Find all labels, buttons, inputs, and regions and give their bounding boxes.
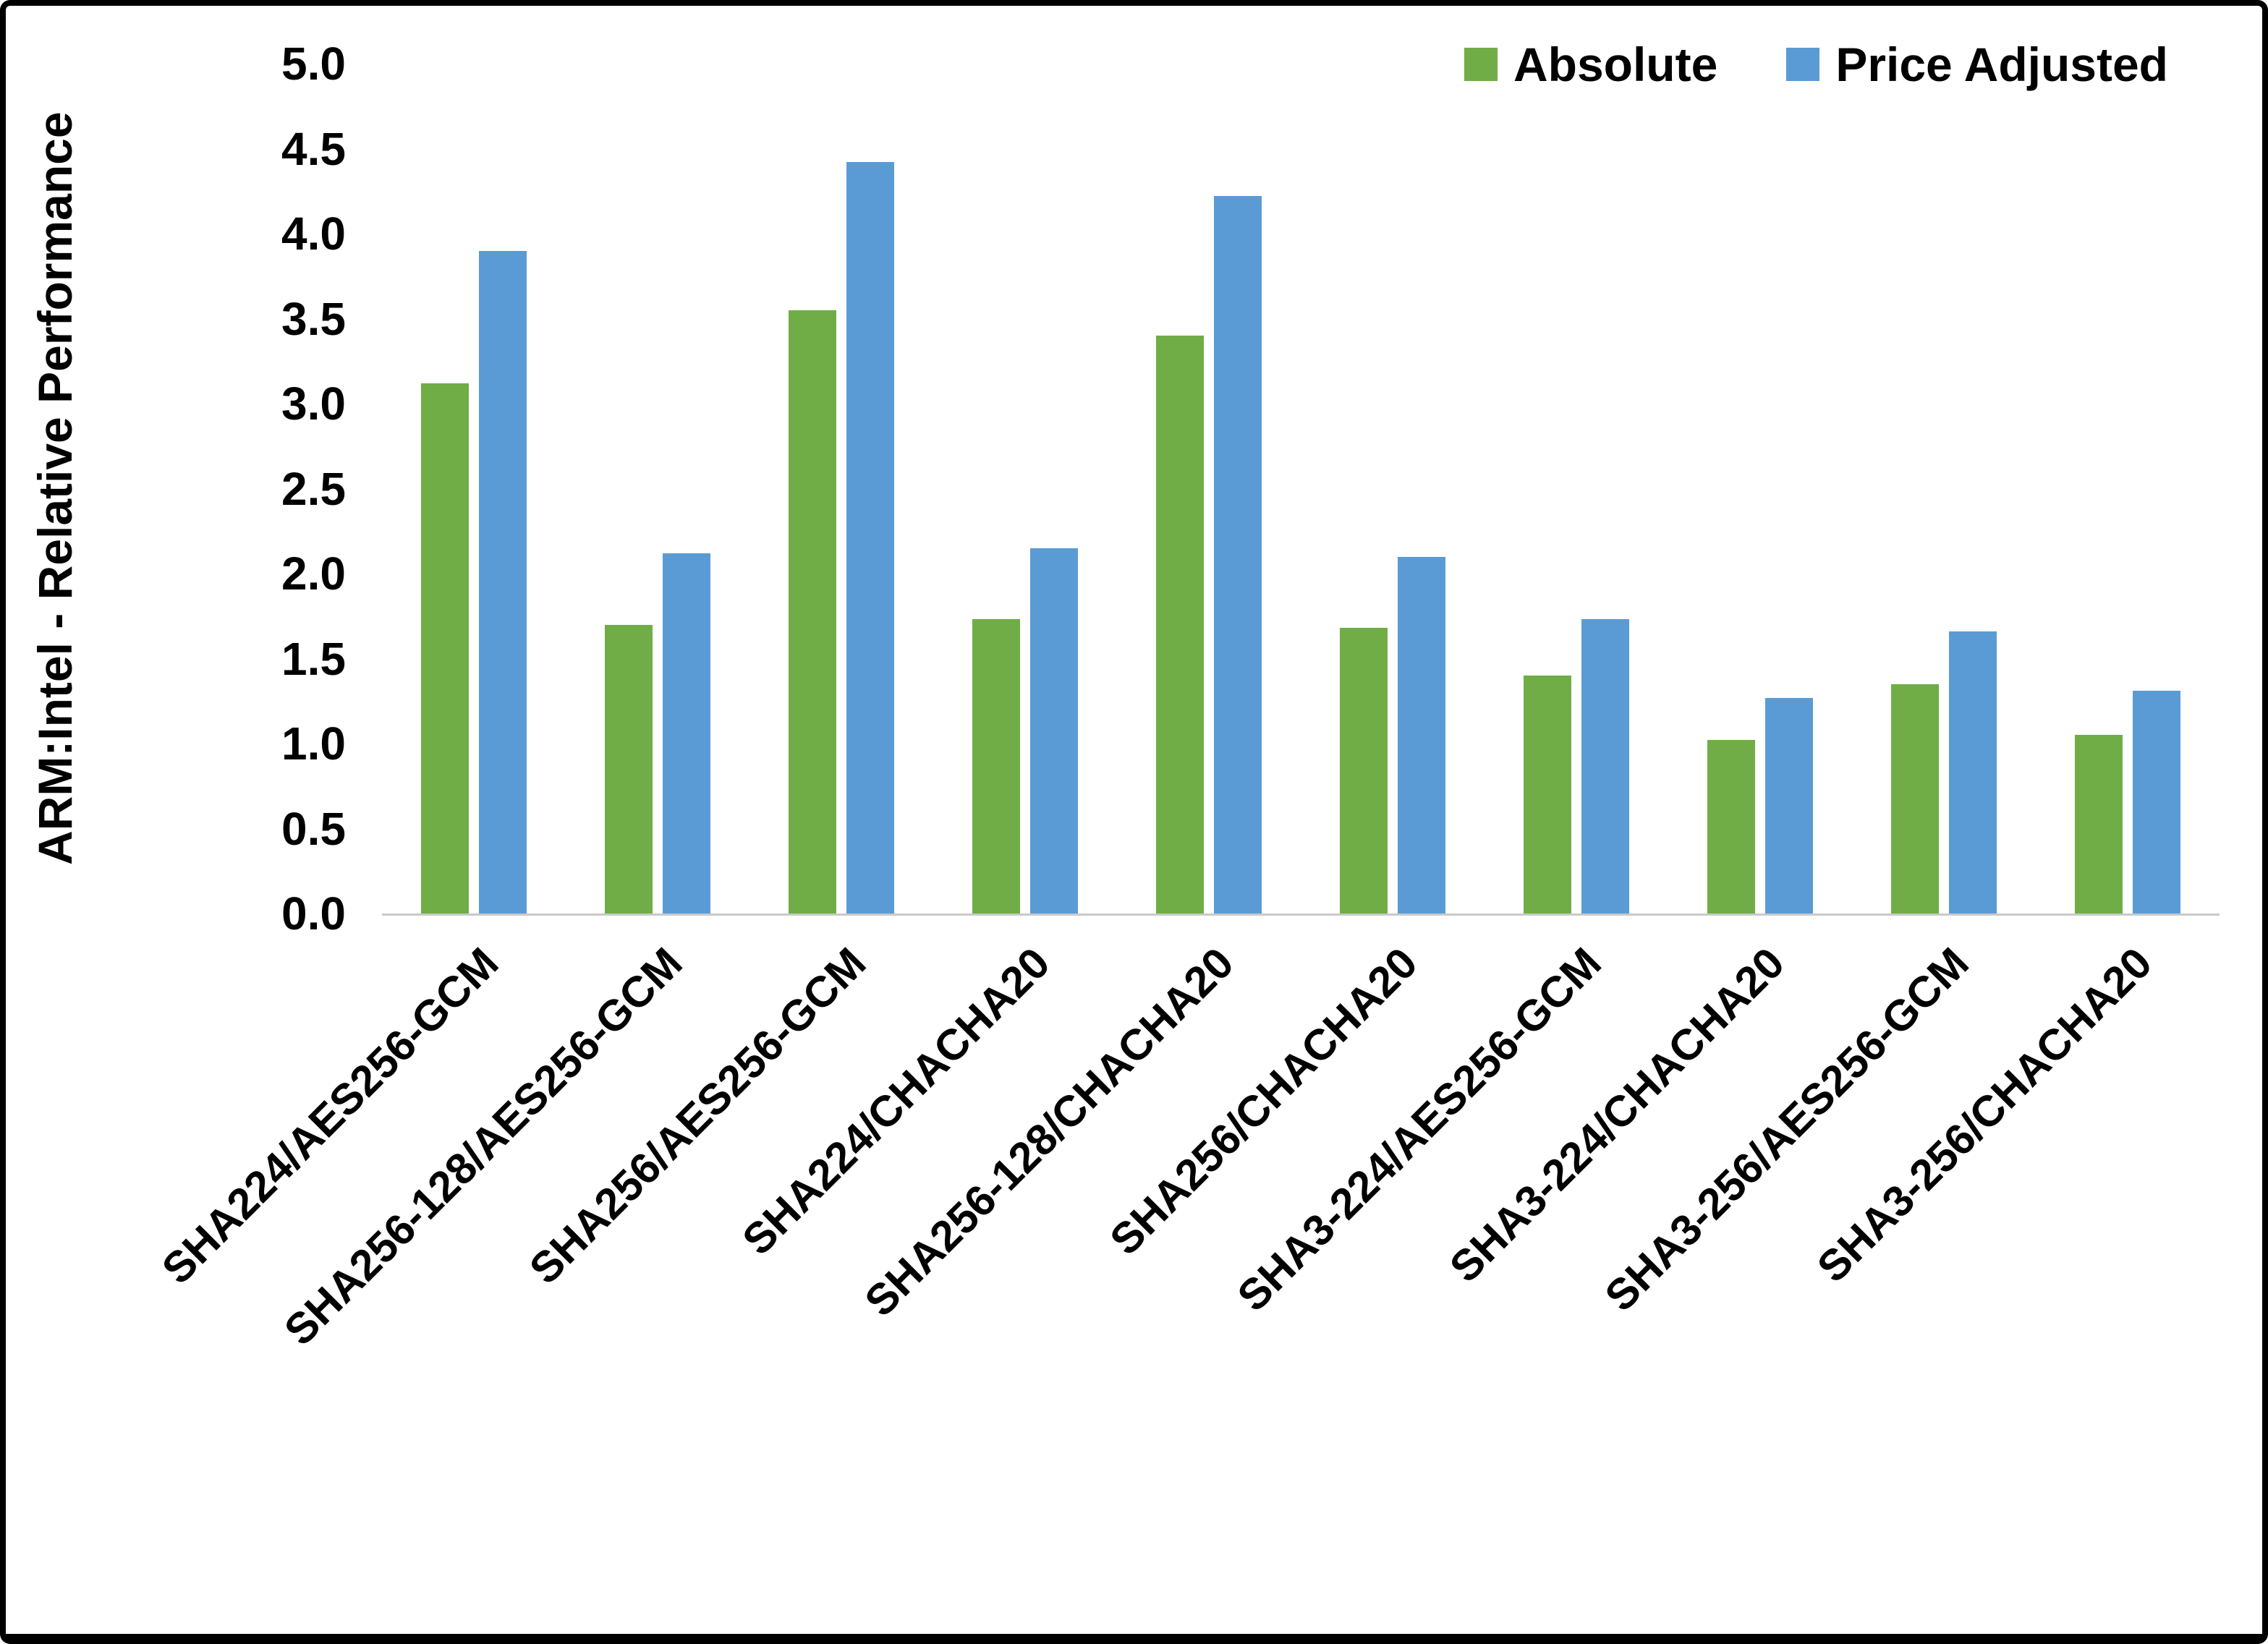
legend-swatch-icon <box>1786 48 1820 81</box>
x-axis-category-label: SHA256/AES256-GCM <box>520 938 875 1293</box>
category-slot <box>1117 64 1301 913</box>
bar-price-adjusted <box>1581 619 1629 913</box>
bar-price-adjusted <box>1398 556 1445 913</box>
bar-price-adjusted <box>846 162 894 913</box>
y-axis-title: ARM:Intel - Relative Performance <box>28 111 82 866</box>
category-slot <box>382 64 566 913</box>
x-axis-category-label: SHA256/CHACHA20 <box>1100 938 1427 1264</box>
y-axis-tick-labels: 5.0 4.5 4.0 3.5 3.0 2.5 2.0 1.5 1.0 0.5 0.0 <box>165 41 346 937</box>
bar-absolute <box>1707 740 1755 913</box>
category-slot <box>1668 64 1852 913</box>
bar-price-adjusted <box>1030 548 1078 913</box>
bar-absolute <box>2075 735 2123 913</box>
y-axis-tick-label: 4.0 <box>281 208 346 260</box>
x-axis-category-label: SHA3-224/CHACHA20 <box>1440 938 1794 1292</box>
category-slot <box>1301 64 1485 913</box>
bar-absolute <box>1524 676 1571 913</box>
x-axis-category-label: SHA3-256/AES256-GCM <box>1595 938 1978 1321</box>
bar-absolute <box>789 310 836 913</box>
y-axis-tick-label: 3.0 <box>281 378 346 430</box>
bar-absolute <box>972 619 1020 913</box>
y-axis-tick-label: 2.0 <box>281 548 346 600</box>
y-axis-tick-label: 1.0 <box>281 717 346 770</box>
x-axis-category-label: SHA3-256/CHACHA20 <box>1808 938 2162 1292</box>
x-axis-category-label: SHA256-128/AES256-GCM <box>275 938 692 1355</box>
y-axis-tick-label: 3.5 <box>281 292 346 345</box>
y-axis-tick-label: 0.0 <box>281 887 346 940</box>
bar-price-adjusted <box>1949 631 1997 913</box>
y-axis-tick-label: 5.0 <box>281 38 346 90</box>
bar-absolute <box>421 383 469 913</box>
category-slot <box>566 64 749 913</box>
bar-absolute <box>605 624 653 913</box>
x-axis-category-labels: SHA224/AES256-GCM SHA256-128/AES256-GCM SH… <box>153 938 2220 1554</box>
y-axis-tick-label: 4.5 <box>281 122 346 175</box>
x-axis-category-label: SHA224/CHACHA20 <box>733 938 1059 1264</box>
bar-price-adjusted <box>479 250 527 913</box>
bar-price-adjusted <box>1214 196 1262 913</box>
x-axis-category-label: SHA3-224/AES256-GCM <box>1228 938 1610 1321</box>
category-slot <box>749 64 933 913</box>
y-axis-tick-label: 2.5 <box>281 462 346 515</box>
legend-label: Price Adjusted <box>1835 38 2168 91</box>
category-slot <box>2036 64 2220 913</box>
x-axis-category-label: SHA256-128/CHACHA20 <box>855 938 1243 1326</box>
bar-price-adjusted <box>1765 697 1813 913</box>
bar-price-adjusted <box>663 553 710 913</box>
bar-price-adjusted <box>2133 691 2180 913</box>
bar-absolute <box>1891 683 1939 913</box>
bar-absolute <box>1340 628 1388 913</box>
category-slot <box>933 64 1117 913</box>
y-axis-tick-label: 1.5 <box>281 632 346 685</box>
y-axis-tick-label: 0.5 <box>281 802 346 855</box>
chart-legend: Absolute Price Adjusted <box>1464 41 2168 88</box>
category-slot <box>1852 64 2036 913</box>
plot-area <box>382 64 2220 916</box>
legend-item-price-adjusted: Price Adjusted <box>1786 41 2168 88</box>
legend-label: Absolute <box>1513 38 1718 91</box>
bar-absolute <box>1156 336 1204 913</box>
category-slot <box>1485 64 1668 913</box>
x-axis-category-label: SHA224/AES256-GCM <box>153 938 508 1293</box>
legend-swatch-icon <box>1464 48 1498 81</box>
legend-item-absolute: Absolute <box>1464 41 1717 88</box>
